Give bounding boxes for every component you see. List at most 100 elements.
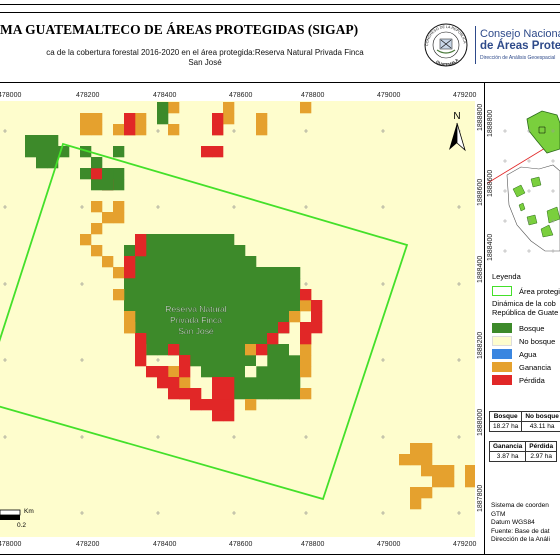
land-cover-cell xyxy=(190,278,202,290)
land-cover-cell xyxy=(190,355,202,367)
land-cover-cell xyxy=(157,311,169,323)
land-cover-cell xyxy=(146,278,158,290)
land-cover-cell xyxy=(157,234,169,246)
grid-cross xyxy=(381,435,385,439)
grid-cross xyxy=(457,282,461,286)
scale-unit: Km xyxy=(24,508,34,515)
x-tick-bottom-4: 478600 xyxy=(229,541,253,548)
land-cover-cell xyxy=(278,366,290,378)
land-cover-cell xyxy=(212,366,224,378)
land-cover-cell xyxy=(201,278,213,290)
land-cover-cell xyxy=(135,124,147,136)
land-cover-cell xyxy=(256,366,268,378)
land-cover-cell xyxy=(212,311,224,323)
land-cover-cell xyxy=(278,267,290,279)
inset-canvas xyxy=(487,101,560,267)
location-inset-map[interactable]: 1888800 1888600 1888400 xyxy=(487,101,560,267)
map-subtitle: ca de la cobertura forestal 2016-2020 en… xyxy=(0,48,410,68)
land-cover-cell xyxy=(278,377,290,389)
land-cover-cell xyxy=(135,311,147,323)
meta-line-1: Sistema de coorden xyxy=(491,502,549,509)
land-cover-cell xyxy=(212,234,224,246)
land-cover-cell xyxy=(212,278,224,290)
land-cover-cell xyxy=(234,344,246,356)
land-cover-cell xyxy=(289,300,301,312)
land-cover-cell xyxy=(212,267,224,279)
inset-y-tick-1: 1888800 xyxy=(487,109,494,137)
land-cover-cell xyxy=(135,234,147,246)
land-cover-cell xyxy=(179,322,191,334)
land-cover-cell xyxy=(25,135,37,147)
land-cover-cell xyxy=(234,278,246,290)
org-name-line-3: Dirección de Análisis Geoespacial xyxy=(480,55,556,61)
grid-cross xyxy=(80,358,84,362)
land-cover-cell xyxy=(80,113,92,125)
value-perdida: 2.97 ha xyxy=(525,451,558,462)
value-bosque: 18.27 ha xyxy=(488,421,523,432)
land-cover-cell xyxy=(113,168,125,180)
legend-subtitle-line-2: República de Guate xyxy=(492,308,559,317)
legend-title: Leyenda xyxy=(492,272,521,281)
land-cover-cell xyxy=(256,344,268,356)
land-cover-cell xyxy=(212,256,224,268)
land-cover-cell xyxy=(256,333,268,345)
land-cover-cell xyxy=(223,333,235,345)
x-tick-top-3: 478400 xyxy=(153,92,177,99)
legend-swatch-no-bosque xyxy=(492,336,512,346)
land-cover-cell xyxy=(146,245,158,257)
land-cover-cell xyxy=(80,124,92,136)
land-cover-cell xyxy=(80,168,92,180)
land-cover-cell xyxy=(223,355,235,367)
area-label-line-3: San José xyxy=(178,326,214,336)
forest-stats-table: Bosque No bosque 18.27 ha 43.11 ha xyxy=(488,411,560,432)
land-cover-cell xyxy=(201,146,213,158)
land-cover-cell xyxy=(256,377,268,389)
land-cover-cell xyxy=(157,278,169,290)
land-cover-cell xyxy=(201,366,213,378)
land-cover-cell xyxy=(245,289,257,301)
land-cover-cell xyxy=(124,267,136,279)
land-cover-cell xyxy=(146,300,158,312)
land-cover-cell xyxy=(201,333,213,345)
inset-region-top xyxy=(526,110,560,154)
land-cover-cell xyxy=(124,322,136,334)
land-cover-cell xyxy=(47,146,59,158)
inset-grid-cross xyxy=(551,189,555,193)
grid-cross xyxy=(232,511,236,515)
x-tick-top-7: 479200 xyxy=(453,92,477,99)
land-cover-cell xyxy=(168,267,180,279)
land-cover-cell xyxy=(168,124,180,136)
land-cover-cell xyxy=(234,322,246,334)
land-cover-cell xyxy=(201,289,213,301)
land-cover-cell xyxy=(190,322,202,334)
land-cover-cell xyxy=(146,234,158,246)
land-cover-cell xyxy=(146,267,158,279)
table-row: 18.27 ha 43.11 ha xyxy=(488,421,560,432)
table-row: 3.87 ha 2.97 ha xyxy=(488,451,558,462)
land-cover-cell xyxy=(278,289,290,301)
land-cover-cell xyxy=(179,300,191,312)
land-cover-cell xyxy=(157,289,169,301)
main-map[interactable]: Reserva Natural Privada Finca San José N… xyxy=(0,101,475,537)
land-cover-cell xyxy=(245,377,257,389)
frame-header-line xyxy=(0,12,560,13)
frame-divider xyxy=(484,82,485,555)
logo-divider xyxy=(475,26,476,64)
grid-cross xyxy=(3,435,7,439)
land-cover-cell xyxy=(201,311,213,323)
land-cover-cell xyxy=(190,234,202,246)
grid-cross xyxy=(457,435,461,439)
land-cover-cell xyxy=(157,113,169,125)
land-cover-cell xyxy=(245,278,257,290)
legend-swatch-bosque xyxy=(492,323,512,333)
frame-bottom-line xyxy=(0,554,560,555)
org-name-line-2: de Áreas Protege xyxy=(480,40,560,52)
land-cover-cell xyxy=(190,245,202,257)
land-cover-cell xyxy=(223,113,235,125)
inset-grid-cross xyxy=(527,219,531,223)
y-tick-4: 1888200 xyxy=(477,331,484,359)
land-cover-cell xyxy=(179,311,191,323)
congress-seal-icon: CONGRESO DE LA REPÚBLICA GUATEMALA xyxy=(424,23,468,67)
land-cover-cell xyxy=(179,234,191,246)
land-cover-cell xyxy=(157,322,169,334)
